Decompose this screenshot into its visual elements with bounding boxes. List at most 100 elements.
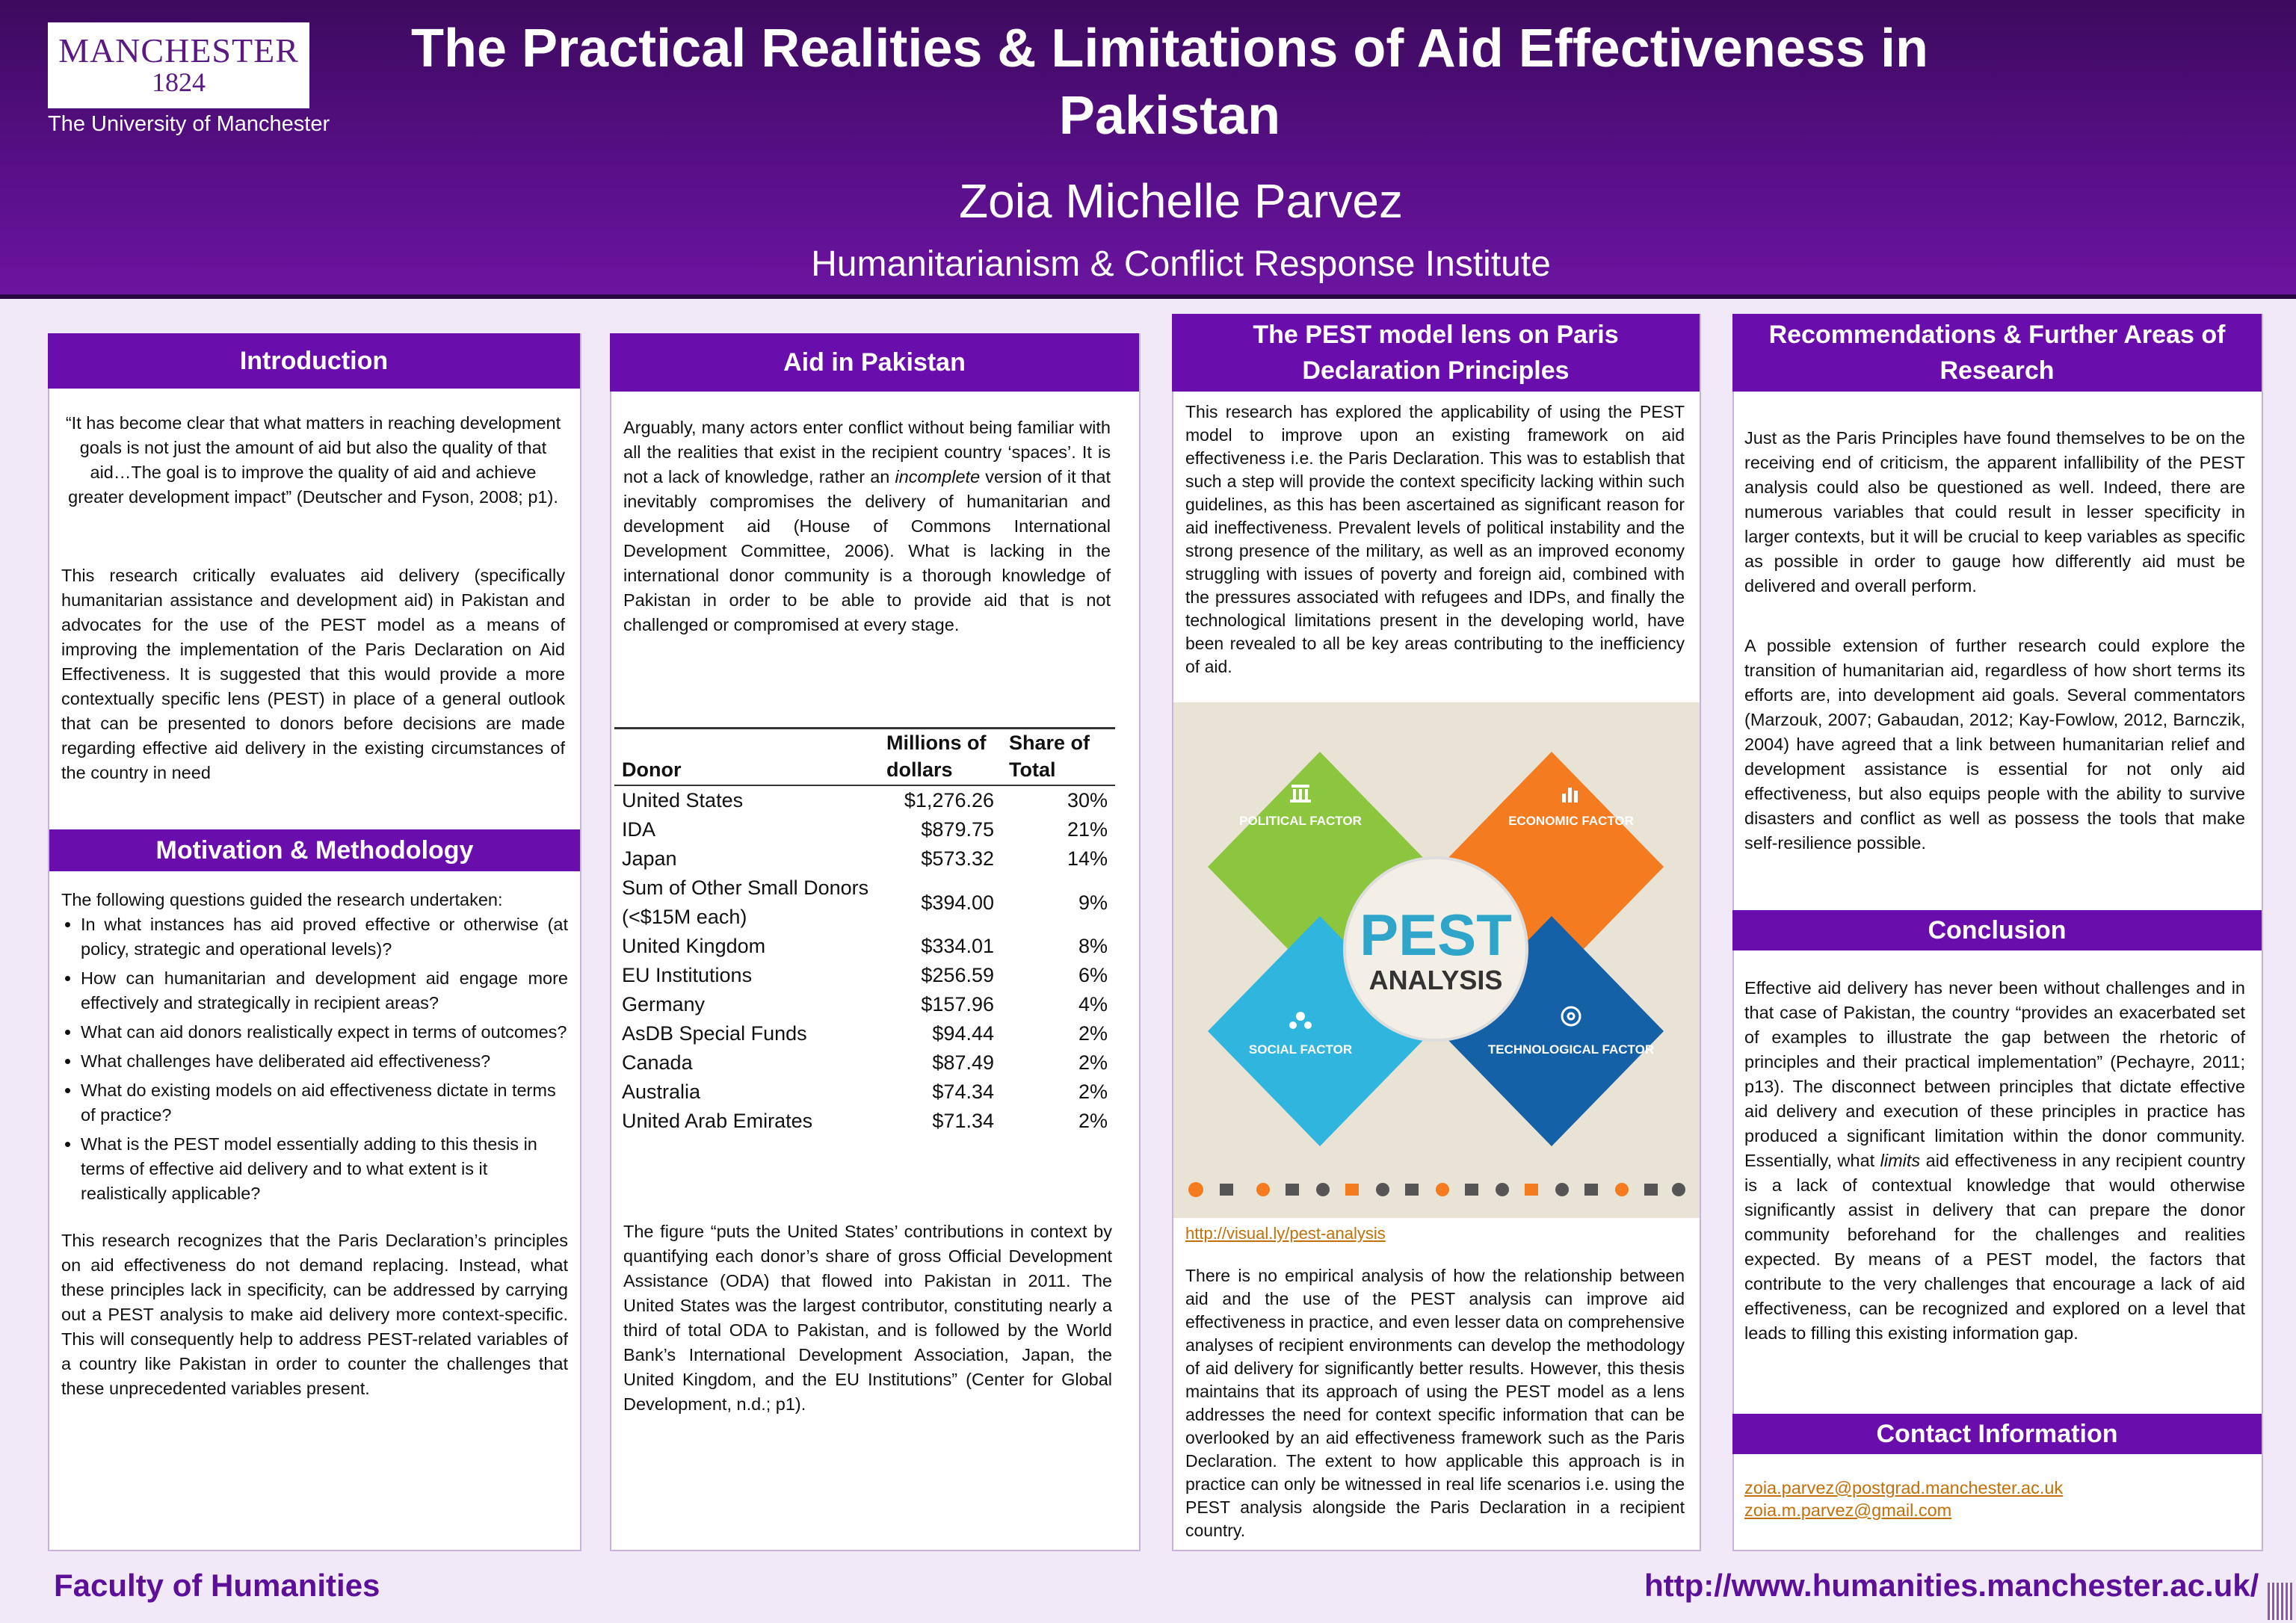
- donor-name-cell: Japan: [622, 847, 677, 870]
- email-link-secondary[interactable]: zoia.m.parvez@gmail.com: [1744, 1500, 1952, 1520]
- introduction-heading: Introduction: [48, 333, 580, 389]
- research-question: What can aid donors realistically expect…: [81, 1020, 568, 1045]
- donor-name-cell: Canada: [622, 1051, 693, 1074]
- title-line-2: Pakistan: [1058, 86, 1281, 146]
- conclusion-text-a: Effective aid delivery has never been wi…: [1744, 978, 2245, 1170]
- donor-amount-cell: $1,276.26: [904, 789, 994, 812]
- donor-table-row: Canada $87.49 2%: [614, 1048, 1115, 1078]
- aid-paragraph: Arguably, many actors enter conflict wit…: [623, 415, 1111, 637]
- methodology-heading: Motivation & Methodology: [49, 829, 580, 871]
- conclusion-heading: Conclusion: [1732, 910, 2262, 950]
- donor-table-row: Japan $573.32 14%: [614, 844, 1115, 874]
- conclusion-paragraph: Effective aid delivery has never been wi…: [1744, 976, 2245, 1346]
- donor-amount-cell: $71.34: [932, 1110, 994, 1132]
- technological-factor-title: TECHNOLOGICAL FACTOR: [1488, 1042, 1654, 1057]
- donor-share-cell: 14%: [1067, 847, 1108, 870]
- social-factor-title: SOCIAL FACTOR: [1249, 1042, 1352, 1057]
- contact-heading: Contact Information: [1732, 1414, 2262, 1454]
- donor-amount-cell: $573.32: [921, 847, 994, 870]
- donor-table-row: United States $1,276.26 30%: [614, 785, 1115, 815]
- logo-name: MANCHESTER: [58, 31, 299, 69]
- pest-source-link[interactable]: http://visual.ly/pest-analysis: [1185, 1221, 1679, 1246]
- donor-table-row: United Kingdom $334.01 8%: [614, 932, 1115, 961]
- column-1-panel: [48, 333, 581, 1551]
- aid-text-emphasis: incomplete: [895, 467, 981, 486]
- faculty-website-link[interactable]: http://www.humanities.manchester.ac.uk/: [1644, 1568, 2259, 1603]
- donor-share-cell: 2%: [1078, 1051, 1108, 1074]
- millions-column-header: Millions of dollars: [879, 727, 1002, 786]
- research-question: What challenges have deliberated aid eff…: [81, 1049, 568, 1074]
- poster-header: MANCHESTER 1824 The University of Manche…: [0, 0, 2296, 299]
- donor-table-body: United States $1,276.26 30% IDA $879.75 21% Ja…: [614, 785, 1115, 1136]
- pest-icon-strip: [1188, 1182, 1685, 1197]
- donor-name-cell: Germany: [622, 993, 706, 1015]
- pest-link-text[interactable]: http://visual.ly/pest-analysis: [1185, 1224, 1386, 1243]
- donor-table-row: AsDB Special Funds $94.44 2%: [614, 1019, 1115, 1048]
- pest-center-circle: [1343, 856, 1528, 1042]
- email-link-primary[interactable]: zoia.parvez@postgrad.manchester.ac.uk: [1744, 1478, 2064, 1497]
- institute-name: Humanitarianism & Conflict Response Inst…: [811, 244, 1551, 284]
- author-name: Zoia Michelle Parvez: [959, 174, 1403, 228]
- donor-table-row: Sum of Other Small Donors (<$15M each) $3…: [614, 874, 1115, 932]
- research-question: What is the PEST model essentially addin…: [81, 1132, 568, 1206]
- pest-center-word: PEST: [1360, 902, 1512, 968]
- donor-name-cell: United Arab Emirates: [622, 1110, 813, 1132]
- donor-table: Donor Millions of dollars Share of Total…: [614, 727, 1115, 1136]
- research-question: In what instances has aid proved effecti…: [81, 912, 568, 962]
- intro-body: This research critically evaluates aid d…: [61, 566, 565, 782]
- donor-amount-cell: $94.44: [932, 1022, 994, 1045]
- donor-name-cell: EU Institutions: [622, 964, 753, 986]
- methodology-closing: This research recognizes that the Paris …: [61, 1231, 568, 1398]
- contact-emails: zoia.parvez@postgrad.manchester.ac.uk zo…: [1744, 1477, 2245, 1521]
- donor-table-row: United Arab Emirates $71.34 2%: [614, 1107, 1115, 1136]
- pest-paragraph-2: There is no empirical analysis of how th…: [1185, 1266, 1685, 1540]
- donor-name-cell: Australia: [622, 1081, 701, 1103]
- donor-table-header: Donor Millions of dollars Share of Total: [614, 727, 1115, 786]
- aid-text-b: version of it that inevitably compromise…: [623, 467, 1111, 634]
- economic-factor-title: ECONOMIC FACTOR: [1508, 814, 1634, 828]
- column-2-panel: [610, 333, 1141, 1551]
- pest-center-subtitle: ANALYSIS: [1369, 965, 1503, 995]
- donor-name-cell: United States: [622, 789, 744, 812]
- donor-amount-cell: $334.01: [921, 935, 994, 957]
- pest-svg: PEST ANALYSIS POLITICAL FACTOR ECONOMIC …: [1188, 752, 1685, 1197]
- donor-name-cell: Sum of Other Small Donors (<$15M each): [622, 877, 869, 928]
- logo-subtitle: The University of Manchester: [48, 112, 330, 136]
- donor-amount-cell: $74.34: [932, 1081, 994, 1103]
- donor-column-header: Donor: [614, 727, 879, 786]
- donor-amount-cell: $157.96: [921, 993, 994, 1015]
- political-icon: [1290, 785, 1311, 803]
- methodology-lead: The following questions guided the resea…: [61, 890, 503, 909]
- methodology-body: The following questions guided the resea…: [61, 888, 568, 1401]
- donor-share-cell: 21%: [1067, 818, 1108, 841]
- figure-description: The figure “puts the United States’ cont…: [623, 1222, 1112, 1414]
- donor-table-row: EU Institutions $256.59 6%: [614, 961, 1115, 990]
- donor-amount-cell: $256.59: [921, 964, 994, 986]
- poster-title: The Practical Realities & Limitations of…: [329, 15, 2010, 149]
- recommendations-paragraph-1: Just as the Paris Principles have found …: [1744, 428, 2245, 596]
- logo-year: 1824: [152, 67, 206, 97]
- conclusion-text-emphasis: limits: [1880, 1151, 1921, 1170]
- donor-name-cell: United Kingdom: [622, 935, 766, 957]
- pest-heading: The PEST model lens on Paris Declaration…: [1172, 314, 1700, 392]
- technological-icon: [1561, 1006, 1581, 1027]
- university-logo: MANCHESTER 1824: [48, 22, 309, 108]
- qr-code: [2268, 1583, 2293, 1620]
- donor-table-row: Australia $74.34 2%: [614, 1078, 1115, 1107]
- donor-amount-cell: $879.75: [921, 818, 994, 841]
- donor-share-cell: 2%: [1078, 1022, 1108, 1045]
- research-question: What do existing models on aid effective…: [81, 1078, 568, 1128]
- research-questions-list: In what instances has aid proved effecti…: [61, 912, 568, 1206]
- donor-table-row: Germany $157.96 4%: [614, 990, 1115, 1019]
- pest-analysis-graphic: PEST ANALYSIS POLITICAL FACTOR ECONOMIC …: [1173, 702, 1700, 1218]
- donor-share-cell: 4%: [1078, 993, 1108, 1015]
- donor-name-cell: AsDB Special Funds: [622, 1022, 807, 1045]
- economic-icon: [1562, 788, 1578, 803]
- donor-amount-cell: $394.00: [921, 891, 994, 914]
- donor-share-cell: 8%: [1078, 935, 1108, 957]
- donor-name-cell: IDA: [622, 818, 656, 841]
- title-line-1: The Practical Realities & Limitations of…: [411, 19, 1928, 78]
- social-icon: [1289, 1012, 1312, 1029]
- faculty-label: Faculty of Humanities: [54, 1568, 380, 1603]
- donor-share-cell: 2%: [1078, 1081, 1108, 1103]
